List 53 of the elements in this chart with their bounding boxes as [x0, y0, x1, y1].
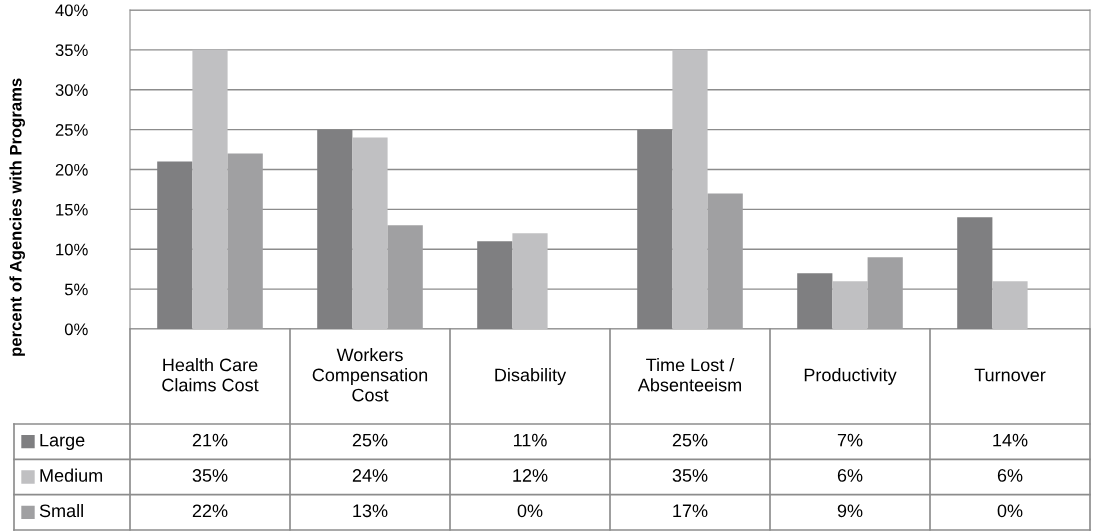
bar — [352, 137, 388, 329]
data-label: 12% — [513, 469, 548, 482]
y-tick-label: 5% — [64, 283, 88, 296]
y-tick-label: 0% — [64, 323, 88, 336]
bar — [157, 161, 193, 329]
data-label: 17% — [673, 504, 708, 518]
y-tick-label: 25% — [55, 124, 88, 136]
bar — [797, 273, 833, 329]
bar — [957, 217, 993, 329]
data-label: 9% — [837, 504, 863, 518]
bar — [192, 49, 228, 329]
legend-label: Large — [40, 433, 85, 451]
bar — [707, 193, 743, 329]
data-label: 6% — [837, 469, 863, 482]
y-tick-label: 40% — [55, 4, 88, 17]
data-label: 35% — [672, 469, 708, 482]
data-label: 7% — [837, 433, 863, 447]
bar — [387, 225, 423, 329]
data-label: 25% — [352, 433, 388, 447]
y-axis-title: percent of Agencies with Programs — [9, 78, 25, 356]
x-tick-label: Health Care Claims Cost — [162, 358, 259, 392]
bar — [477, 241, 513, 329]
legend-label: Small — [39, 503, 83, 518]
x-tick-label: Turnover — [974, 368, 1046, 382]
data-label: 0% — [997, 504, 1023, 518]
bar — [672, 49, 708, 329]
y-tick-label: 20% — [55, 163, 88, 176]
data-label: 13% — [353, 504, 388, 518]
y-tick-label: 35% — [55, 44, 88, 57]
x-tick-label: Time Lost / Absenteeism — [637, 358, 741, 392]
x-tick-label: Workers Compensation Cost — [312, 347, 428, 402]
bar — [637, 129, 673, 329]
y-tick-label: 30% — [55, 84, 88, 96]
y-tick-label: 15% — [56, 203, 88, 216]
bar — [227, 153, 263, 329]
data-label: 6% — [997, 469, 1023, 482]
bar — [317, 129, 353, 329]
data-label: 14% — [993, 433, 1028, 447]
data-label: 21% — [192, 433, 228, 447]
y-tick-label: 10% — [56, 243, 88, 256]
bar — [867, 257, 903, 329]
legend-label: Medium — [40, 468, 103, 482]
x-tick-label: Productivity — [804, 368, 897, 385]
data-label: 24% — [352, 469, 388, 482]
data-label: 35% — [192, 469, 228, 482]
data-label: 11% — [513, 433, 547, 447]
bar — [832, 281, 868, 329]
x-tick-label: Disability — [495, 368, 567, 385]
data-label: 0% — [517, 504, 543, 518]
bar — [512, 233, 548, 329]
data-label: 22% — [192, 504, 228, 518]
bar — [992, 281, 1028, 329]
data-label: 25% — [672, 433, 708, 447]
